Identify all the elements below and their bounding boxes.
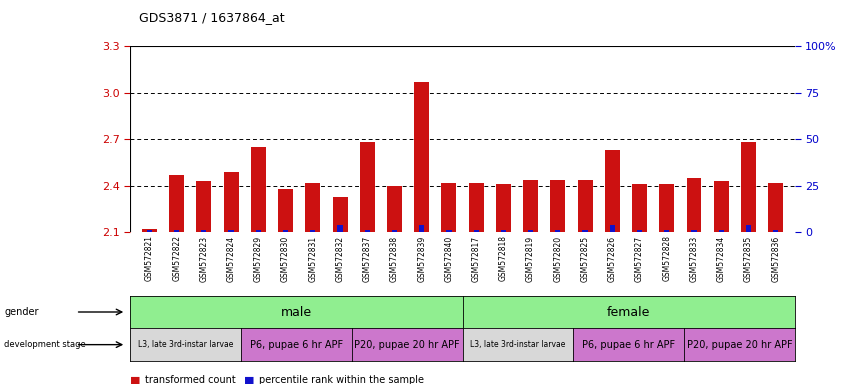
Bar <box>468 183 484 232</box>
Text: GSM572837: GSM572837 <box>362 235 372 282</box>
Bar <box>773 230 778 232</box>
Bar <box>256 230 261 232</box>
Text: gender: gender <box>4 307 39 317</box>
Text: GSM572826: GSM572826 <box>608 235 616 281</box>
Bar <box>283 230 288 232</box>
Bar <box>473 230 479 232</box>
Bar <box>147 230 152 232</box>
Bar <box>500 230 506 232</box>
Text: GSM572836: GSM572836 <box>771 235 780 282</box>
Bar <box>768 183 783 232</box>
Text: P6, pupae 6 hr APF: P6, pupae 6 hr APF <box>250 339 343 350</box>
Bar <box>197 181 211 232</box>
Text: GSM572835: GSM572835 <box>744 235 753 282</box>
Text: GSM572827: GSM572827 <box>635 235 644 281</box>
Bar <box>664 230 669 232</box>
Text: GSM572820: GSM572820 <box>553 235 563 281</box>
Text: P6, pupae 6 hr APF: P6, pupae 6 hr APF <box>582 339 675 350</box>
Bar <box>251 147 266 232</box>
Text: GSM572819: GSM572819 <box>526 235 535 281</box>
Text: GSM572817: GSM572817 <box>472 235 481 281</box>
Bar <box>741 142 756 232</box>
Bar <box>447 230 452 232</box>
Bar <box>528 230 533 232</box>
Bar <box>201 230 207 232</box>
Text: L3, late 3rd-instar larvae: L3, late 3rd-instar larvae <box>138 340 234 349</box>
Bar <box>387 186 402 232</box>
Text: female: female <box>607 306 650 318</box>
Bar <box>142 229 157 232</box>
Text: GSM572838: GSM572838 <box>390 235 399 281</box>
Bar <box>224 172 239 232</box>
Text: GSM572830: GSM572830 <box>281 235 290 282</box>
Bar <box>415 82 429 232</box>
Text: GSM572834: GSM572834 <box>717 235 726 282</box>
Bar <box>392 230 397 232</box>
Bar <box>605 150 620 232</box>
Bar <box>442 183 457 232</box>
Text: L3, late 3rd-instar larvae: L3, late 3rd-instar larvae <box>470 340 566 349</box>
Bar <box>496 184 510 232</box>
Bar <box>632 184 647 232</box>
Bar <box>174 230 179 232</box>
Text: P20, pupae 20 hr APF: P20, pupae 20 hr APF <box>686 339 792 350</box>
Text: percentile rank within the sample: percentile rank within the sample <box>259 375 424 384</box>
Bar <box>637 230 643 232</box>
Text: ■: ■ <box>244 375 254 384</box>
Bar <box>659 184 674 232</box>
Bar <box>555 230 560 232</box>
Text: male: male <box>281 306 312 318</box>
Text: P20, pupae 20 hr APF: P20, pupae 20 hr APF <box>354 339 460 350</box>
Text: GSM572823: GSM572823 <box>199 235 209 281</box>
Text: GSM572824: GSM572824 <box>226 235 235 281</box>
Bar <box>310 230 315 232</box>
Text: GSM572821: GSM572821 <box>145 235 154 281</box>
Text: development stage: development stage <box>4 340 86 349</box>
Text: transformed count: transformed count <box>145 375 236 384</box>
Bar <box>278 189 293 232</box>
Text: GDS3871 / 1637864_at: GDS3871 / 1637864_at <box>139 12 284 25</box>
Bar <box>691 230 696 232</box>
Text: GSM572839: GSM572839 <box>417 235 426 282</box>
Text: GSM572822: GSM572822 <box>172 235 181 281</box>
Bar <box>718 230 724 232</box>
Bar <box>746 225 751 232</box>
Bar <box>714 181 728 232</box>
Bar <box>229 230 234 232</box>
Bar <box>365 230 370 232</box>
Text: ■: ■ <box>130 375 140 384</box>
Bar <box>169 175 184 232</box>
Text: GSM572840: GSM572840 <box>444 235 453 282</box>
Bar <box>337 225 342 232</box>
Text: GSM572828: GSM572828 <box>662 235 671 281</box>
Bar <box>332 197 347 232</box>
Bar <box>578 180 593 232</box>
Text: GSM572831: GSM572831 <box>309 235 317 281</box>
Bar <box>360 142 375 232</box>
Text: GSM572818: GSM572818 <box>499 235 508 281</box>
Bar <box>610 225 615 232</box>
Bar <box>419 225 425 232</box>
Bar <box>550 180 565 232</box>
Bar <box>523 180 538 232</box>
Text: GSM572829: GSM572829 <box>254 235 263 281</box>
Bar <box>686 178 701 232</box>
Bar <box>583 230 588 232</box>
Text: GSM572832: GSM572832 <box>336 235 345 281</box>
Bar <box>305 183 320 232</box>
Text: GSM572833: GSM572833 <box>690 235 699 282</box>
Text: GSM572825: GSM572825 <box>580 235 590 281</box>
